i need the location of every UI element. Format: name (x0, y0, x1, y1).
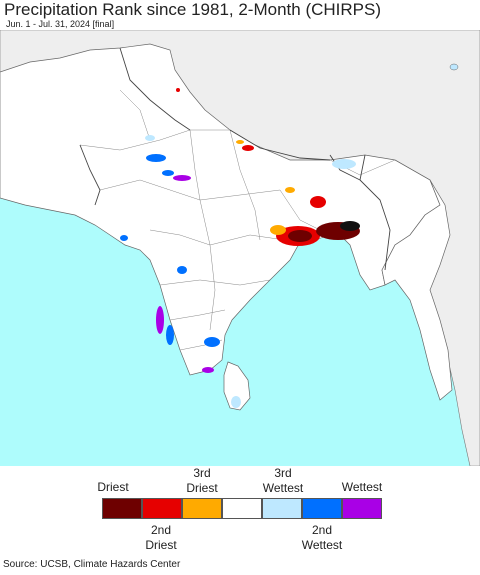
map-subtitle: Jun. 1 - Jul. 31, 2024 [final] (6, 19, 115, 29)
driest-patch (340, 221, 360, 231)
island (449, 63, 459, 71)
wettest-patch (146, 154, 166, 162)
legend-swatch-wettest (342, 498, 382, 519)
wettest-patch (120, 235, 128, 241)
wet-patch (231, 396, 241, 408)
dry-patch (270, 225, 286, 235)
source-note: Source: UCSB, Climate Hazards Center (3, 559, 181, 570)
precipitation-rank-map (0, 30, 480, 466)
driest-patch (176, 88, 180, 92)
wettest-patch (156, 306, 164, 334)
sri-lanka (223, 361, 251, 411)
legend-swatch-2nd-driest (142, 498, 182, 519)
wettest-patch (162, 170, 174, 176)
driest-patch (310, 196, 326, 208)
dry-patch (236, 140, 244, 144)
wettest-patch (173, 175, 191, 181)
legend-label-3rd-wettest: 3rd Wettest (262, 466, 304, 495)
wet-patch (332, 159, 356, 169)
south-asia-land (0, 43, 441, 376)
wet-patch (145, 135, 155, 141)
legend-swatch-2nd-wettest (302, 498, 342, 519)
state-borders (79, 89, 396, 351)
wettest-patch (204, 337, 220, 347)
wettest-patch (166, 325, 174, 345)
legend-label-3rd-driest: 3rd Driest (186, 466, 218, 495)
country-borders (79, 47, 391, 271)
legend-label-driest: Driest (97, 480, 129, 494)
wet-patch (177, 266, 187, 274)
legend-label-2nd-driest: 2nd Driest (145, 523, 177, 552)
legend-swatch-driest (102, 498, 142, 519)
map-title: Precipitation Rank since 1981, 2-Month (… (4, 0, 381, 19)
legend-swatch-3rd-wettest (262, 498, 302, 519)
myanmar-land (381, 159, 453, 401)
rank-patches (120, 88, 360, 408)
legend-label-2nd-wettest: 2nd Wettest (301, 523, 343, 552)
dry-patch (285, 187, 295, 193)
driest-patch (242, 145, 254, 151)
driest-patch (288, 230, 312, 242)
legend-swatch-3rd-driest (182, 498, 222, 519)
legend: Driest 3rd Driest 3rd Wettest Wettest 2nd D… (0, 466, 480, 556)
legend-label-wettest: Wettest (341, 480, 383, 494)
wettest-patch (202, 367, 214, 373)
legend-swatch-normal (222, 498, 262, 519)
